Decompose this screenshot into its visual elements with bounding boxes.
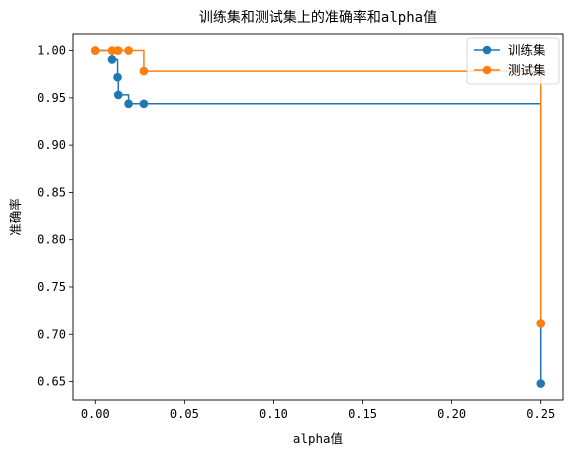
data-point-0 <box>107 55 117 64</box>
x-tick-label: 0.20 <box>437 407 466 421</box>
y-tick-label: 0.65 <box>37 375 66 389</box>
x-tick-label: 0.15 <box>348 407 377 421</box>
y-axis: 0.65 0.70 0.75 0.80 0.85 0.90 0.95 1.00 <box>37 44 73 389</box>
x-tick-label: 0.00 <box>81 407 110 421</box>
series-layer <box>90 46 546 388</box>
data-point-0 <box>113 72 122 82</box>
data-point-1 <box>124 46 133 55</box>
y-tick-label: 0.80 <box>37 233 66 247</box>
data-point-0 <box>536 379 546 388</box>
x-tick-label: 0.25 <box>526 407 555 421</box>
y-axis-label: 准确率 <box>8 198 23 236</box>
data-point-0 <box>139 99 149 109</box>
x-axis-label: alpha值 <box>293 431 343 446</box>
data-point-0 <box>124 99 133 109</box>
data-point-0 <box>113 90 123 100</box>
y-tick-label: 0.85 <box>37 185 66 199</box>
y-tick-label: 0.70 <box>37 327 66 341</box>
chart-title: 训练集和测试集上的准确率和alpha值 <box>199 9 437 26</box>
y-tick-label: 0.95 <box>37 91 66 105</box>
y-tick-label: 0.90 <box>37 138 66 152</box>
data-point-1 <box>113 46 123 55</box>
legend-marker <box>482 45 492 55</box>
plot-frame <box>72 33 564 401</box>
y-tick-label: 1.00 <box>37 44 66 58</box>
data-point-1 <box>90 46 100 55</box>
data-point-1 <box>139 66 149 76</box>
data-point-1 <box>536 319 546 328</box>
x-tick-label: 0.05 <box>170 407 199 421</box>
x-tick-label: 0.10 <box>259 407 288 421</box>
y-tick-label: 0.75 <box>37 280 66 294</box>
legend-marker <box>482 65 492 75</box>
x-axis: 0.00 0.05 0.10 0.15 0.20 0.25 <box>81 400 555 421</box>
legend-label: 测试集 <box>508 63 546 78</box>
legend-label: 训练集 <box>508 43 546 58</box>
